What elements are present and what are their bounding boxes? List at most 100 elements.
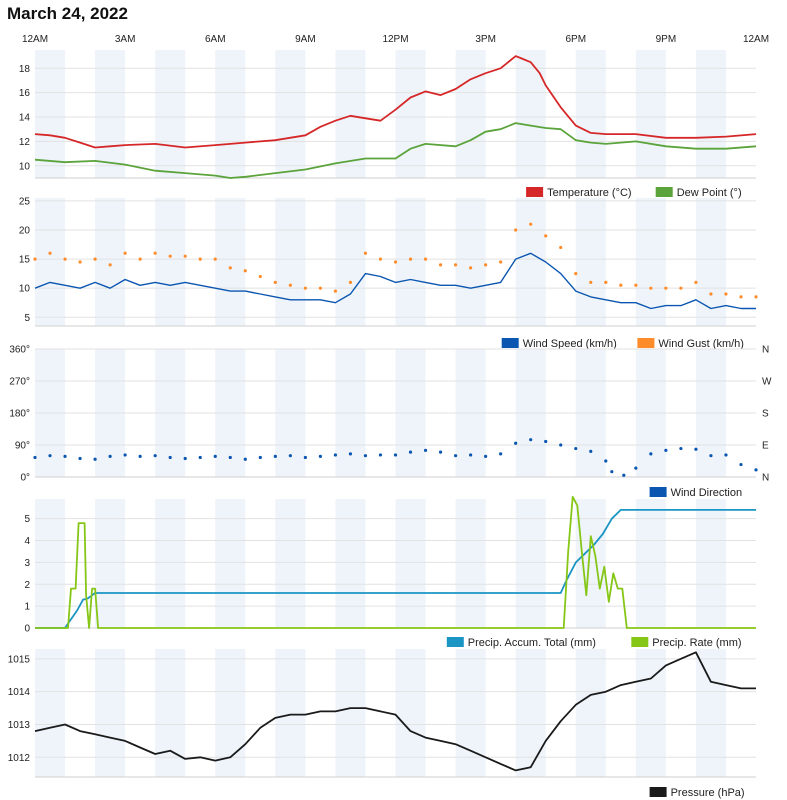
wind-direction-point	[348, 452, 353, 456]
hour-band	[395, 50, 426, 178]
hour-band	[635, 50, 666, 178]
wind-gust-km-h-point	[649, 286, 653, 290]
wind-gust-km-h-point	[288, 283, 292, 287]
wind-gust-km-h-point	[153, 251, 157, 255]
y-tick-label: 90°	[15, 441, 30, 452]
wind-gust-km-h-point	[48, 251, 52, 255]
hour-band	[215, 649, 246, 777]
wind-gust-km-h-point	[574, 272, 578, 276]
wind-direction-point	[694, 447, 698, 451]
wind-direction-point	[183, 456, 187, 461]
legend-swatch	[446, 637, 464, 647]
wind-gust-km-h-point	[514, 228, 518, 232]
wind-gust-km-h-point	[228, 266, 232, 270]
hour-band	[275, 649, 306, 777]
time-axis-label: 12AM	[743, 34, 769, 45]
hour-band	[335, 198, 366, 326]
legend-label: Wind Speed (km/h)	[523, 338, 617, 350]
wind-direction-point	[213, 454, 217, 458]
y-tick-label: 16	[19, 88, 31, 99]
wind-gust-km-h-point	[634, 283, 638, 287]
time-axis-label: 9PM	[656, 34, 677, 45]
legend-label: Wind Gust (km/h)	[658, 338, 744, 350]
wind-gust-km-h-point	[348, 280, 353, 284]
hour-band	[695, 198, 726, 326]
wind-direction-point	[754, 468, 758, 472]
wind-gust-km-h-point	[213, 257, 217, 261]
pressure-hpa-line	[34, 651, 756, 772]
hour-band	[395, 198, 426, 326]
time-axis-label: 12PM	[382, 34, 408, 45]
wind-direction-point	[739, 462, 743, 467]
y-tick-label: 3	[24, 558, 30, 569]
hour-band	[155, 50, 186, 178]
wind-gust-km-h-point	[438, 263, 443, 267]
time-axis: 12AM 3AM 6AM 9AM 12PM 3PM 6PM 9PM 12AM	[22, 34, 769, 45]
temperature-c-line	[34, 55, 757, 149]
y-tick-label: 270°	[9, 377, 30, 388]
wind-direction-point	[63, 454, 67, 458]
y-tick-label: 2	[24, 580, 30, 591]
wind-gust-km-h-point	[484, 263, 488, 267]
temperature-chart: 10 12 14 16 18 Dew Point (°) Temperature (°C)	[19, 50, 757, 199]
legend-label: Wind Direction	[671, 487, 743, 499]
dew-point-line	[34, 122, 757, 179]
legend-swatch	[655, 187, 673, 197]
y-tick-label: 0	[24, 624, 30, 635]
hour-band	[275, 50, 306, 178]
wind-direction-point	[453, 454, 458, 458]
wind-direction-point	[198, 455, 202, 460]
wind-direction-point	[243, 457, 247, 461]
time-axis-label: 12AM	[22, 34, 48, 45]
legend-label: Temperature (°C)	[547, 187, 631, 199]
y-tick-label: 10	[19, 161, 31, 172]
wind-gust-km-h-point	[138, 257, 142, 261]
legend-swatch	[649, 487, 667, 497]
page-title: March 24, 2022	[7, 4, 128, 23]
legend-label: Dew Point (°)	[677, 187, 742, 199]
y-tick-label-compass: N	[762, 473, 769, 484]
hour-band	[335, 50, 366, 178]
legend-swatch	[649, 787, 667, 797]
y-tick-label: 1	[24, 602, 30, 613]
wind-gust-km-h-point	[333, 289, 338, 293]
hour-band	[515, 649, 546, 777]
wind-gust-km-h-point	[303, 286, 307, 290]
wind-direction-point	[709, 454, 713, 458]
legend-swatch	[501, 338, 519, 348]
y-tick-label: 1015	[8, 654, 31, 665]
wind-gust-km-h-point	[589, 280, 593, 284]
pressure-chart: 1012 1013 1014 1015 Pressure (hPa)	[8, 649, 756, 799]
wind-direction-point	[438, 450, 443, 454]
hour-band	[575, 198, 606, 326]
legend-swatch	[637, 338, 655, 348]
wind-direction-point	[610, 470, 614, 474]
legend-swatch	[631, 637, 649, 647]
legend-label: Pressure (hPa)	[671, 787, 745, 799]
wind-direction-point	[33, 455, 37, 460]
wind-gust-km-h-point	[63, 257, 67, 261]
wind-direction-point	[469, 453, 473, 457]
wind-gust-km-h-point	[273, 280, 277, 284]
wind-direction-point	[408, 450, 413, 454]
legend-label: Precip. Rate (mm)	[652, 637, 741, 649]
hour-band	[35, 50, 66, 178]
hour-band	[215, 198, 246, 326]
wind-direction-point	[589, 449, 593, 453]
wind-gust-km-h-point	[544, 234, 548, 238]
wind-gust-km-h-series	[33, 222, 758, 299]
wind-direction-point	[228, 455, 232, 460]
precip-accum-total-mm-line	[35, 509, 756, 629]
wind-gust-km-h-point	[739, 295, 743, 299]
hour-band	[275, 198, 306, 326]
wind-direction-point	[78, 456, 82, 461]
wind-direction-point	[393, 453, 398, 457]
hour-band	[395, 649, 426, 777]
wind-gust-km-h-point	[679, 286, 683, 290]
legend-label: Precip. Accum. Total (mm)	[468, 637, 596, 649]
y-tick-label: 18	[19, 64, 31, 75]
y-tick-label-compass: S	[762, 409, 769, 420]
wind-gust-km-h-point	[363, 251, 368, 255]
hour-band	[695, 50, 726, 178]
